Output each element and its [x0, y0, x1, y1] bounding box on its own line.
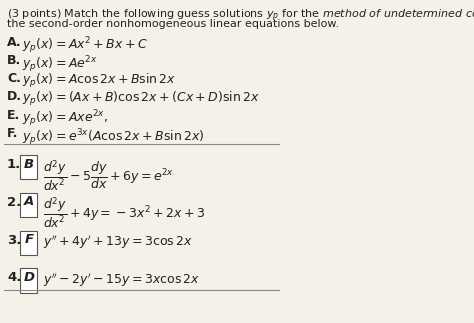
Text: 4.: 4. [7, 271, 21, 284]
Text: C.: C. [7, 72, 21, 85]
Text: E.: E. [7, 109, 20, 122]
Text: $y'' - 2y' - 15y = 3x\cos 2x$: $y'' - 2y' - 15y = 3x\cos 2x$ [43, 271, 200, 289]
Text: $\dfrac{d^2y}{dx^2} - 5\dfrac{dy}{dx} + 6y = e^{2x}$: $\dfrac{d^2y}{dx^2} - 5\dfrac{dy}{dx} + … [43, 158, 174, 193]
Text: B: B [24, 158, 34, 171]
Text: $y_p(x) = Ax^2 + Bx + C$: $y_p(x) = Ax^2 + Bx + C$ [22, 36, 147, 56]
FancyBboxPatch shape [20, 193, 37, 217]
Text: $\dfrac{d^2y}{dx^2} + 4y = -3x^2 + 2x + 3$: $\dfrac{d^2y}{dx^2} + 4y = -3x^2 + 2x + … [43, 196, 205, 231]
Text: 2.: 2. [7, 196, 21, 209]
Text: (3 points) Match the following guess solutions $y_p$ for the $\it{method\ of\ un: (3 points) Match the following guess sol… [7, 8, 474, 24]
Text: 1.: 1. [7, 158, 21, 171]
FancyBboxPatch shape [20, 231, 37, 255]
Text: D.: D. [7, 90, 22, 103]
Text: B.: B. [7, 54, 21, 67]
Text: A.: A. [7, 36, 22, 49]
Text: F.: F. [7, 127, 18, 140]
Text: F: F [24, 233, 33, 246]
FancyBboxPatch shape [20, 155, 37, 180]
Text: $y_p(x) = A\cos 2x + B\sin 2x$: $y_p(x) = A\cos 2x + B\sin 2x$ [22, 72, 176, 90]
Text: $y'' + 4y' + 13y = 3\cos 2x$: $y'' + 4y' + 13y = 3\cos 2x$ [43, 234, 193, 251]
Text: $y_p(x) = Axe^{2x},$: $y_p(x) = Axe^{2x},$ [22, 109, 108, 129]
Text: A: A [24, 195, 34, 208]
Text: D: D [23, 271, 35, 284]
Text: 3.: 3. [7, 234, 21, 246]
Text: $y_p(x) = (Ax + B)\cos 2x + (Cx + D)\sin 2x$: $y_p(x) = (Ax + B)\cos 2x + (Cx + D)\sin… [22, 90, 259, 109]
FancyBboxPatch shape [20, 268, 37, 293]
Text: the second-order nonhomogeneous linear equations below.: the second-order nonhomogeneous linear e… [7, 19, 339, 29]
Text: $y_p(x) = Ae^{2x}$: $y_p(x) = Ae^{2x}$ [22, 54, 97, 75]
Text: $y_p(x) = e^{3x}(A\cos 2x + B\sin 2x)$: $y_p(x) = e^{3x}(A\cos 2x + B\sin 2x)$ [22, 127, 204, 148]
